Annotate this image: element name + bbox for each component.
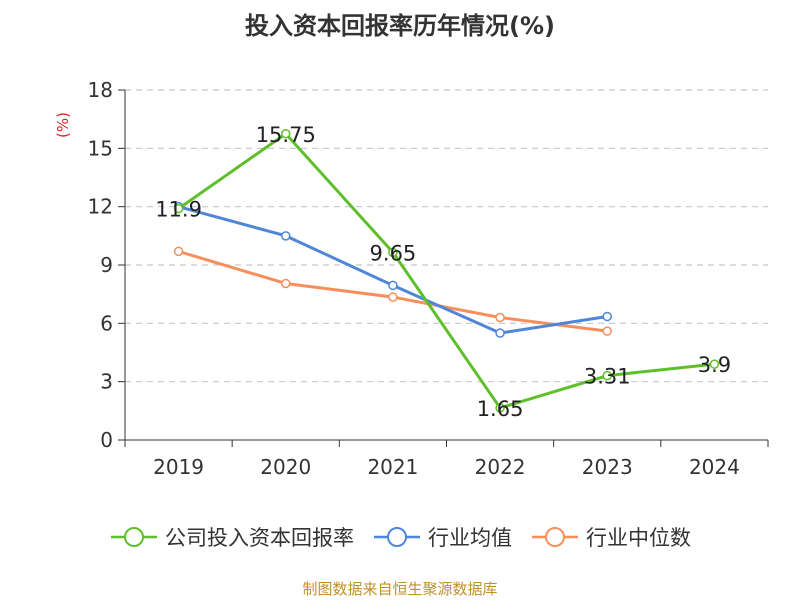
data-label: 1.65	[477, 397, 524, 421]
legend-swatch	[374, 527, 420, 547]
chart-legend: 公司投入资本回报率 行业均值 行业中位数	[0, 520, 800, 554]
x-tick-label: 2024	[689, 455, 740, 479]
data-point	[495, 312, 505, 323]
x-tick-label: 2020	[260, 455, 311, 479]
data-point	[388, 247, 398, 258]
data-point	[173, 203, 184, 214]
series-line	[177, 132, 715, 410]
legend-item[interactable]: 公司投入资本回报率	[109, 522, 354, 552]
data-point	[495, 328, 505, 338]
data-label: 15.75	[256, 123, 316, 147]
y-tick-label: 6	[100, 311, 113, 335]
legend-label: 行业中位数	[586, 526, 691, 550]
legend-label: 公司投入资本回报率	[165, 526, 354, 550]
legend-item[interactable]: 行业中位数	[530, 522, 691, 552]
y-tick-label: 12	[88, 195, 113, 219]
data-point	[173, 246, 184, 257]
data-point	[281, 278, 291, 289]
data-point	[281, 129, 291, 139]
x-tick-label: 2021	[367, 455, 418, 479]
y-tick-label: 15	[88, 136, 113, 160]
data-point	[602, 370, 612, 381]
chart-title: 投入资本回报率历年情况(%)	[245, 12, 555, 40]
legend-label: 行业均值	[428, 526, 512, 550]
data-label: 11.9	[155, 198, 202, 222]
legend-item[interactable]: 行业均值	[372, 522, 512, 552]
x-tick-label: 2022	[475, 455, 526, 479]
data-point	[281, 231, 291, 241]
data-point	[602, 326, 612, 336]
y-axis-label: (%)	[54, 112, 72, 138]
data-point	[388, 292, 398, 302]
data-point	[602, 311, 612, 322]
data-point	[388, 280, 398, 291]
y-tick-label: 18	[88, 78, 113, 102]
data-label: 3.9	[698, 353, 731, 377]
y-tick-label: 0	[100, 428, 113, 452]
legend-swatch	[111, 527, 157, 547]
data-point	[495, 403, 505, 413]
legend-swatch	[532, 527, 578, 547]
y-tick-label: 9	[100, 253, 113, 277]
x-tick-label: 2023	[582, 455, 633, 479]
data-source-note: 制图数据来自恒生聚源数据库	[302, 580, 498, 598]
y-tick-label: 3	[100, 370, 113, 394]
data-label: 9.65	[370, 241, 417, 265]
data-point	[709, 359, 720, 369]
data-label: 3.31	[584, 365, 631, 389]
x-tick-label: 2019	[153, 455, 204, 479]
